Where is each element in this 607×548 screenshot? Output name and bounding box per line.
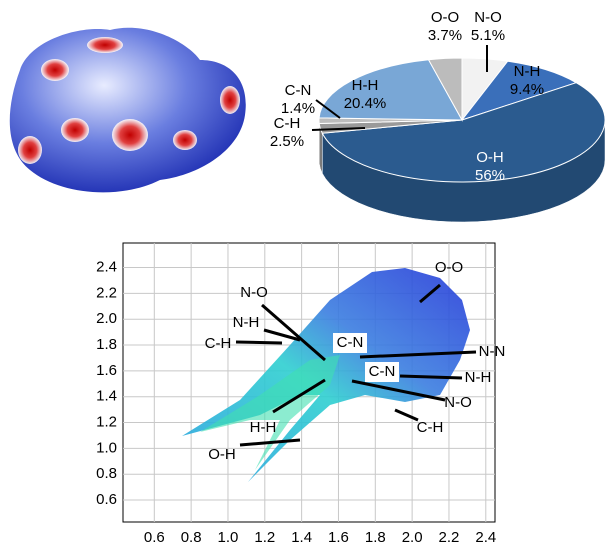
annotation: O-O: [435, 259, 463, 276]
slice-value-label: 9.4%: [510, 81, 544, 98]
x-tick-label: 0.8: [181, 529, 202, 546]
slice-value-label: 1.4%: [281, 100, 315, 117]
slice-label: C-N: [285, 82, 312, 99]
slice-value-label: 56%: [475, 167, 505, 184]
y-tick-label: 1.6: [96, 362, 117, 379]
slice-value-label: 5.1%: [471, 27, 505, 44]
annotation: C-N: [369, 363, 396, 380]
hirshfeld-surface: [10, 28, 246, 193]
slice-label: O-H: [476, 149, 504, 166]
slice-label: N-O: [474, 9, 502, 26]
y-tick-label: 2.2: [96, 284, 117, 301]
pie-chart: N-O5.1% N-H9.4% O-H56% C-H2.5% C-N1.4% H-H20.…: [270, 9, 605, 222]
slice-value-label: 3.7%: [428, 27, 462, 44]
y-tick-label: 1.8: [96, 336, 117, 353]
annotation: N-H: [233, 314, 260, 331]
annotation: C-H: [205, 335, 232, 352]
annotation-line: [236, 342, 282, 343]
annotation-line: [400, 376, 462, 378]
y-tick-label: 1.0: [96, 439, 117, 456]
x-tick-label: 2.4: [475, 529, 496, 546]
slice-label: H-H: [352, 77, 379, 94]
annotation: N-O: [444, 394, 472, 411]
x-tick-label: 1.8: [365, 529, 386, 546]
x-tick-label: 2.0: [402, 529, 423, 546]
annotation: C-N: [337, 334, 364, 351]
fingerprint-plot: 0.6 0.8 1.0 1.2 1.4 1.6 1.8 2.0 2.2 2.4 0.6 0.8 1.0 1…: [96, 243, 505, 546]
y-tick-label: 2.4: [96, 259, 117, 276]
annotation: C-H: [417, 419, 444, 436]
x-tick-label: 1.2: [254, 529, 275, 546]
slice-value-label: 20.4%: [344, 95, 387, 112]
x-tick-label: 0.6: [144, 529, 165, 546]
slice-label: N-H: [514, 63, 541, 80]
y-tick-label: 2.0: [96, 310, 117, 327]
slice-label: C-H: [274, 115, 301, 132]
annotation: N-N: [479, 343, 506, 360]
y-tick-label: 1.2: [96, 414, 117, 431]
annotation: N-H: [465, 369, 492, 386]
y-tick-label: 0.8: [96, 465, 117, 482]
annotation: H-H: [250, 419, 277, 436]
x-tick-label: 1.4: [291, 529, 312, 546]
annotation: N-O: [240, 284, 268, 301]
annotation: O-H: [208, 446, 236, 463]
figure: N-O5.1%N-H9.4%O-H56%C-H2.5%C-N1.4%H-H20.…: [0, 0, 607, 548]
x-tick-label: 1.6: [328, 529, 349, 546]
slice-value-label: 2.5%: [270, 133, 304, 150]
y-tick-label: 0.6: [96, 491, 117, 508]
y-tick-label: 1.4: [96, 388, 117, 405]
slice-label: O-O: [431, 9, 459, 26]
x-tick-label: 1.0: [218, 529, 239, 546]
x-tick-label: 2.2: [439, 529, 460, 546]
